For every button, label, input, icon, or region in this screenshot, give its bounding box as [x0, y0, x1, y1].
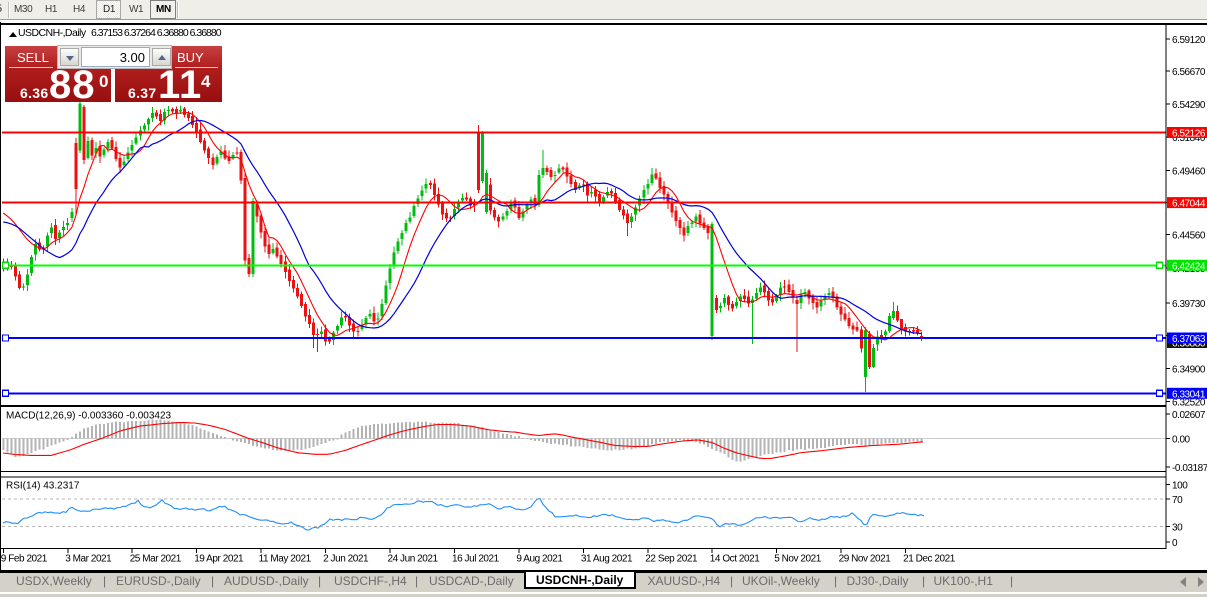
- svg-text:6.34900: 6.34900: [1172, 364, 1206, 375]
- svg-text:19 Apr 2021: 19 Apr 2021: [194, 554, 244, 565]
- svg-text:6.49460: 6.49460: [1172, 167, 1206, 178]
- svg-text:21 Dec 2021: 21 Dec 2021: [903, 554, 956, 565]
- svg-text:6.36880: 6.36880: [1172, 339, 1206, 350]
- svg-text:9 Aug 2021: 9 Aug 2021: [516, 554, 563, 565]
- svg-text:6.47044: 6.47044: [1172, 199, 1206, 210]
- svg-text:6.51840: 6.51840: [1172, 133, 1206, 144]
- svg-text:6.56670: 6.56670: [1172, 67, 1206, 78]
- svg-text:5 Nov 2021: 5 Nov 2021: [774, 554, 822, 565]
- svg-text:9 Feb 2021: 9 Feb 2021: [1, 554, 48, 565]
- svg-text:6.32520: 6.32520: [1172, 397, 1206, 408]
- svg-text:31 Aug 2021: 31 Aug 2021: [581, 554, 633, 565]
- svg-text:6.52126: 6.52126: [1172, 129, 1206, 140]
- svg-text:6.37063: 6.37063: [1172, 334, 1206, 345]
- svg-text:6.33041: 6.33041: [1172, 389, 1206, 400]
- svg-text:-0.031872: -0.031872: [1172, 463, 1207, 474]
- svg-text:14 Oct 2021: 14 Oct 2021: [710, 554, 760, 565]
- svg-text:6.42424: 6.42424: [1172, 261, 1206, 272]
- svg-text:25 Mar 2021: 25 Mar 2021: [130, 554, 182, 565]
- svg-text:29 Nov 2021: 29 Nov 2021: [839, 554, 892, 565]
- svg-text:30: 30: [1172, 523, 1183, 534]
- svg-text:100: 100: [1172, 481, 1188, 492]
- svg-text:6.39730: 6.39730: [1172, 299, 1206, 310]
- svg-text:24 Jun 2021: 24 Jun 2021: [388, 554, 439, 565]
- svg-text:70: 70: [1172, 495, 1183, 506]
- svg-text:16 Jul 2021: 16 Jul 2021: [452, 554, 500, 565]
- svg-text:MACD(12,26,9) -0.003360 -0.003: MACD(12,26,9) -0.003360 -0.003423: [6, 411, 172, 422]
- svg-text:6.54290: 6.54290: [1172, 100, 1206, 111]
- svg-text:2 Jun 2021: 2 Jun 2021: [323, 554, 369, 565]
- svg-text:3 Mar 2021: 3 Mar 2021: [65, 554, 112, 565]
- svg-text:0.00: 0.00: [1172, 435, 1191, 446]
- svg-text:6.44560: 6.44560: [1172, 230, 1206, 241]
- svg-text:0.02607: 0.02607: [1172, 410, 1206, 421]
- svg-text:RSI(14) 43.2317: RSI(14) 43.2317: [6, 481, 80, 492]
- svg-text:11 May 2021: 11 May 2021: [259, 554, 312, 565]
- svg-text:0: 0: [1172, 538, 1178, 549]
- svg-text:6.59120: 6.59120: [1172, 35, 1206, 46]
- svg-text:22 Sep 2021: 22 Sep 2021: [645, 554, 698, 565]
